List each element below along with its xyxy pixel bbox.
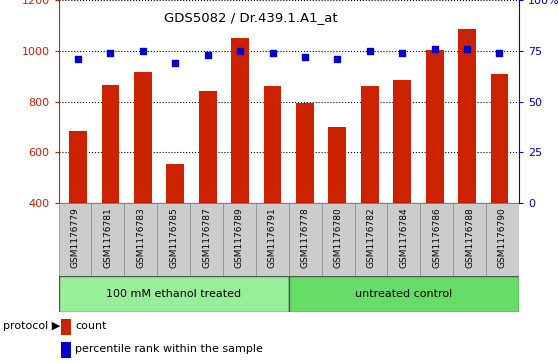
- Point: [74, 56, 83, 62]
- Point: [106, 50, 115, 56]
- Bar: [361, 86, 379, 203]
- Bar: [166, 164, 184, 203]
- Bar: [490, 74, 508, 203]
- Bar: [296, 103, 314, 203]
- Point: [268, 50, 277, 56]
- Bar: [223, 203, 256, 276]
- Point: [495, 50, 504, 56]
- Text: untreated control: untreated control: [355, 289, 453, 299]
- Bar: [157, 203, 190, 276]
- Bar: [59, 203, 92, 276]
- Bar: [354, 203, 387, 276]
- Text: GDS5082 / Dr.439.1.A1_at: GDS5082 / Dr.439.1.A1_at: [164, 11, 338, 24]
- Text: GSM1176783: GSM1176783: [136, 207, 145, 268]
- Text: 100 mM ethanol treated: 100 mM ethanol treated: [106, 289, 241, 299]
- Point: [171, 60, 180, 66]
- Bar: [263, 86, 281, 203]
- Point: [463, 46, 472, 52]
- Point: [365, 48, 374, 54]
- Bar: [289, 203, 321, 276]
- Text: GSM1176781: GSM1176781: [103, 207, 112, 268]
- Bar: [61, 319, 71, 335]
- Point: [138, 48, 147, 54]
- Text: GSM1176788: GSM1176788: [465, 207, 474, 268]
- Bar: [289, 276, 519, 312]
- Bar: [190, 203, 223, 276]
- Text: GSM1176785: GSM1176785: [169, 207, 178, 268]
- Bar: [69, 131, 87, 203]
- Bar: [321, 203, 354, 276]
- Text: protocol ▶: protocol ▶: [3, 321, 60, 331]
- Text: GSM1176782: GSM1176782: [367, 207, 376, 268]
- Point: [398, 50, 407, 56]
- Bar: [199, 91, 217, 203]
- Text: GSM1176787: GSM1176787: [202, 207, 211, 268]
- Text: GSM1176789: GSM1176789: [235, 207, 244, 268]
- Point: [301, 54, 310, 60]
- Text: GSM1176780: GSM1176780: [334, 207, 343, 268]
- Text: GSM1176786: GSM1176786: [432, 207, 441, 268]
- Bar: [329, 127, 347, 203]
- Text: GSM1176791: GSM1176791: [268, 207, 277, 268]
- Bar: [486, 203, 519, 276]
- Text: GSM1176779: GSM1176779: [70, 207, 80, 268]
- Text: GSM1176784: GSM1176784: [400, 207, 408, 268]
- Text: percentile rank within the sample: percentile rank within the sample: [75, 344, 263, 354]
- Bar: [393, 80, 411, 203]
- Bar: [387, 203, 420, 276]
- Bar: [231, 38, 249, 203]
- Bar: [426, 49, 444, 203]
- Bar: [61, 342, 71, 358]
- Bar: [92, 203, 124, 276]
- Point: [430, 46, 439, 52]
- Bar: [420, 203, 453, 276]
- Bar: [256, 203, 289, 276]
- Bar: [453, 203, 486, 276]
- Point: [203, 52, 212, 58]
- Text: GSM1176790: GSM1176790: [498, 207, 507, 268]
- Point: [333, 56, 342, 62]
- Bar: [59, 276, 289, 312]
- Point: [235, 48, 244, 54]
- Text: count: count: [75, 321, 107, 331]
- Text: GSM1176778: GSM1176778: [301, 207, 310, 268]
- Bar: [134, 73, 152, 203]
- Bar: [124, 203, 157, 276]
- Bar: [458, 29, 476, 203]
- Bar: [102, 85, 119, 203]
